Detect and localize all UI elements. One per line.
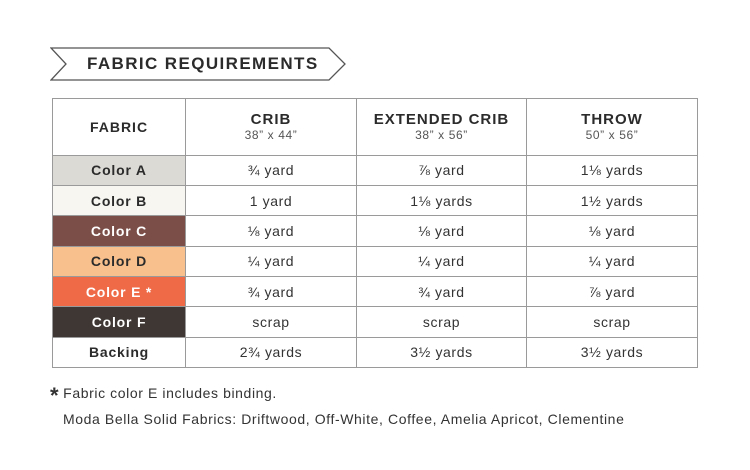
crib-yardage: ¾ yard xyxy=(185,275,357,308)
column-dimensions: 38” x 44” xyxy=(244,128,298,143)
column-title: EXTENDED CRIB xyxy=(373,111,510,129)
asterisk-marker: * xyxy=(50,383,60,408)
extended-crib-yardage: 3½ yards xyxy=(356,336,527,369)
throw-yardage: 3½ yards xyxy=(526,336,698,369)
crib-yardage: ⅛ yard xyxy=(185,215,357,247)
crib-yardage: ¼ yard xyxy=(185,245,357,277)
throw-yardage: ⅞ yard xyxy=(526,275,698,308)
crib-yardage: 2¾ yards xyxy=(185,336,357,369)
throw-yardage: ¼ yard xyxy=(526,245,698,277)
table-row: Color E * ¾ yard ¾ yard ⅞ yard xyxy=(52,275,698,308)
extended-crib-yardage: ¼ yard xyxy=(356,245,527,277)
fabric-swatch-cell: Color B xyxy=(52,184,186,217)
table-row: Backing 2¾ yards 3½ yards 3½ yards xyxy=(52,336,698,369)
fabric-swatch-cell: Color D xyxy=(52,245,186,277)
fabric-swatch-cell: Color F xyxy=(52,306,186,338)
fabric-swatch-cell: Color E * xyxy=(52,275,186,308)
fabric-swatch-cell: Color A xyxy=(52,154,186,186)
table-row: Color C ⅛ yard ⅛ yard ⅛ yard xyxy=(52,215,698,247)
column-dimensions: 50” x 56” xyxy=(585,128,639,143)
throw-yardage: scrap xyxy=(526,306,698,338)
column-title: THROW xyxy=(581,111,643,129)
section-banner: FABRIC REQUIREMENTS xyxy=(50,47,346,81)
throw-yardage: 1⅛ yards xyxy=(526,154,698,186)
column-dimensions: 38” x 56” xyxy=(415,128,468,143)
fabric-swatch-cell: Backing xyxy=(52,336,186,369)
extended-crib-yardage: 1⅛ yards xyxy=(356,184,527,217)
fabric-column-header: FABRIC xyxy=(52,98,186,156)
binding-footnote: * Fabric color E includes binding. xyxy=(50,383,277,409)
table-header-row: FABRIC CRIB 38” x 44” EXTENDED CRIB 38” … xyxy=(52,98,698,156)
extended-crib-yardage: scrap xyxy=(356,306,527,338)
crib-yardage: scrap xyxy=(185,306,357,338)
column-header-throw: THROW 50” x 56” xyxy=(526,98,698,156)
extended-crib-yardage: ¾ yard xyxy=(356,275,527,308)
footnote-text: Fabric color E includes binding. xyxy=(63,385,277,401)
fabric-requirements-table: FABRIC CRIB 38” x 44” EXTENDED CRIB 38” … xyxy=(52,98,698,369)
fabric-line-note: Moda Bella Solid Fabrics: Driftwood, Off… xyxy=(63,411,625,427)
column-header-extended-crib: EXTENDED CRIB 38” x 56” xyxy=(356,98,527,156)
table-row: Color A ¾ yard ⅞ yard 1⅛ yards xyxy=(52,154,698,186)
table-row: Color D ¼ yard ¼ yard ¼ yard xyxy=(52,245,698,277)
extended-crib-yardage: ⅛ yard xyxy=(356,215,527,247)
throw-yardage: 1½ yards xyxy=(526,184,698,217)
crib-yardage: 1 yard xyxy=(185,184,357,217)
crib-yardage: ¾ yard xyxy=(185,154,357,186)
column-title: CRIB xyxy=(250,111,292,129)
fabric-swatch-cell: Color C xyxy=(52,215,186,247)
banner-title: FABRIC REQUIREMENTS xyxy=(87,54,319,73)
extended-crib-yardage: ⅞ yard xyxy=(356,154,527,186)
throw-yardage: ⅛ yard xyxy=(526,215,698,247)
column-header-crib: CRIB 38” x 44” xyxy=(185,98,357,156)
table-row: Color B 1 yard 1⅛ yards 1½ yards xyxy=(52,184,698,217)
banner-arrow-shape xyxy=(50,47,346,81)
table-row: Color F scrap scrap scrap xyxy=(52,306,698,338)
